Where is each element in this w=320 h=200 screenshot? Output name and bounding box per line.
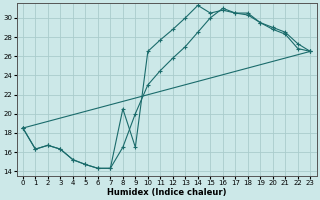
X-axis label: Humidex (Indice chaleur): Humidex (Indice chaleur)	[107, 188, 226, 197]
